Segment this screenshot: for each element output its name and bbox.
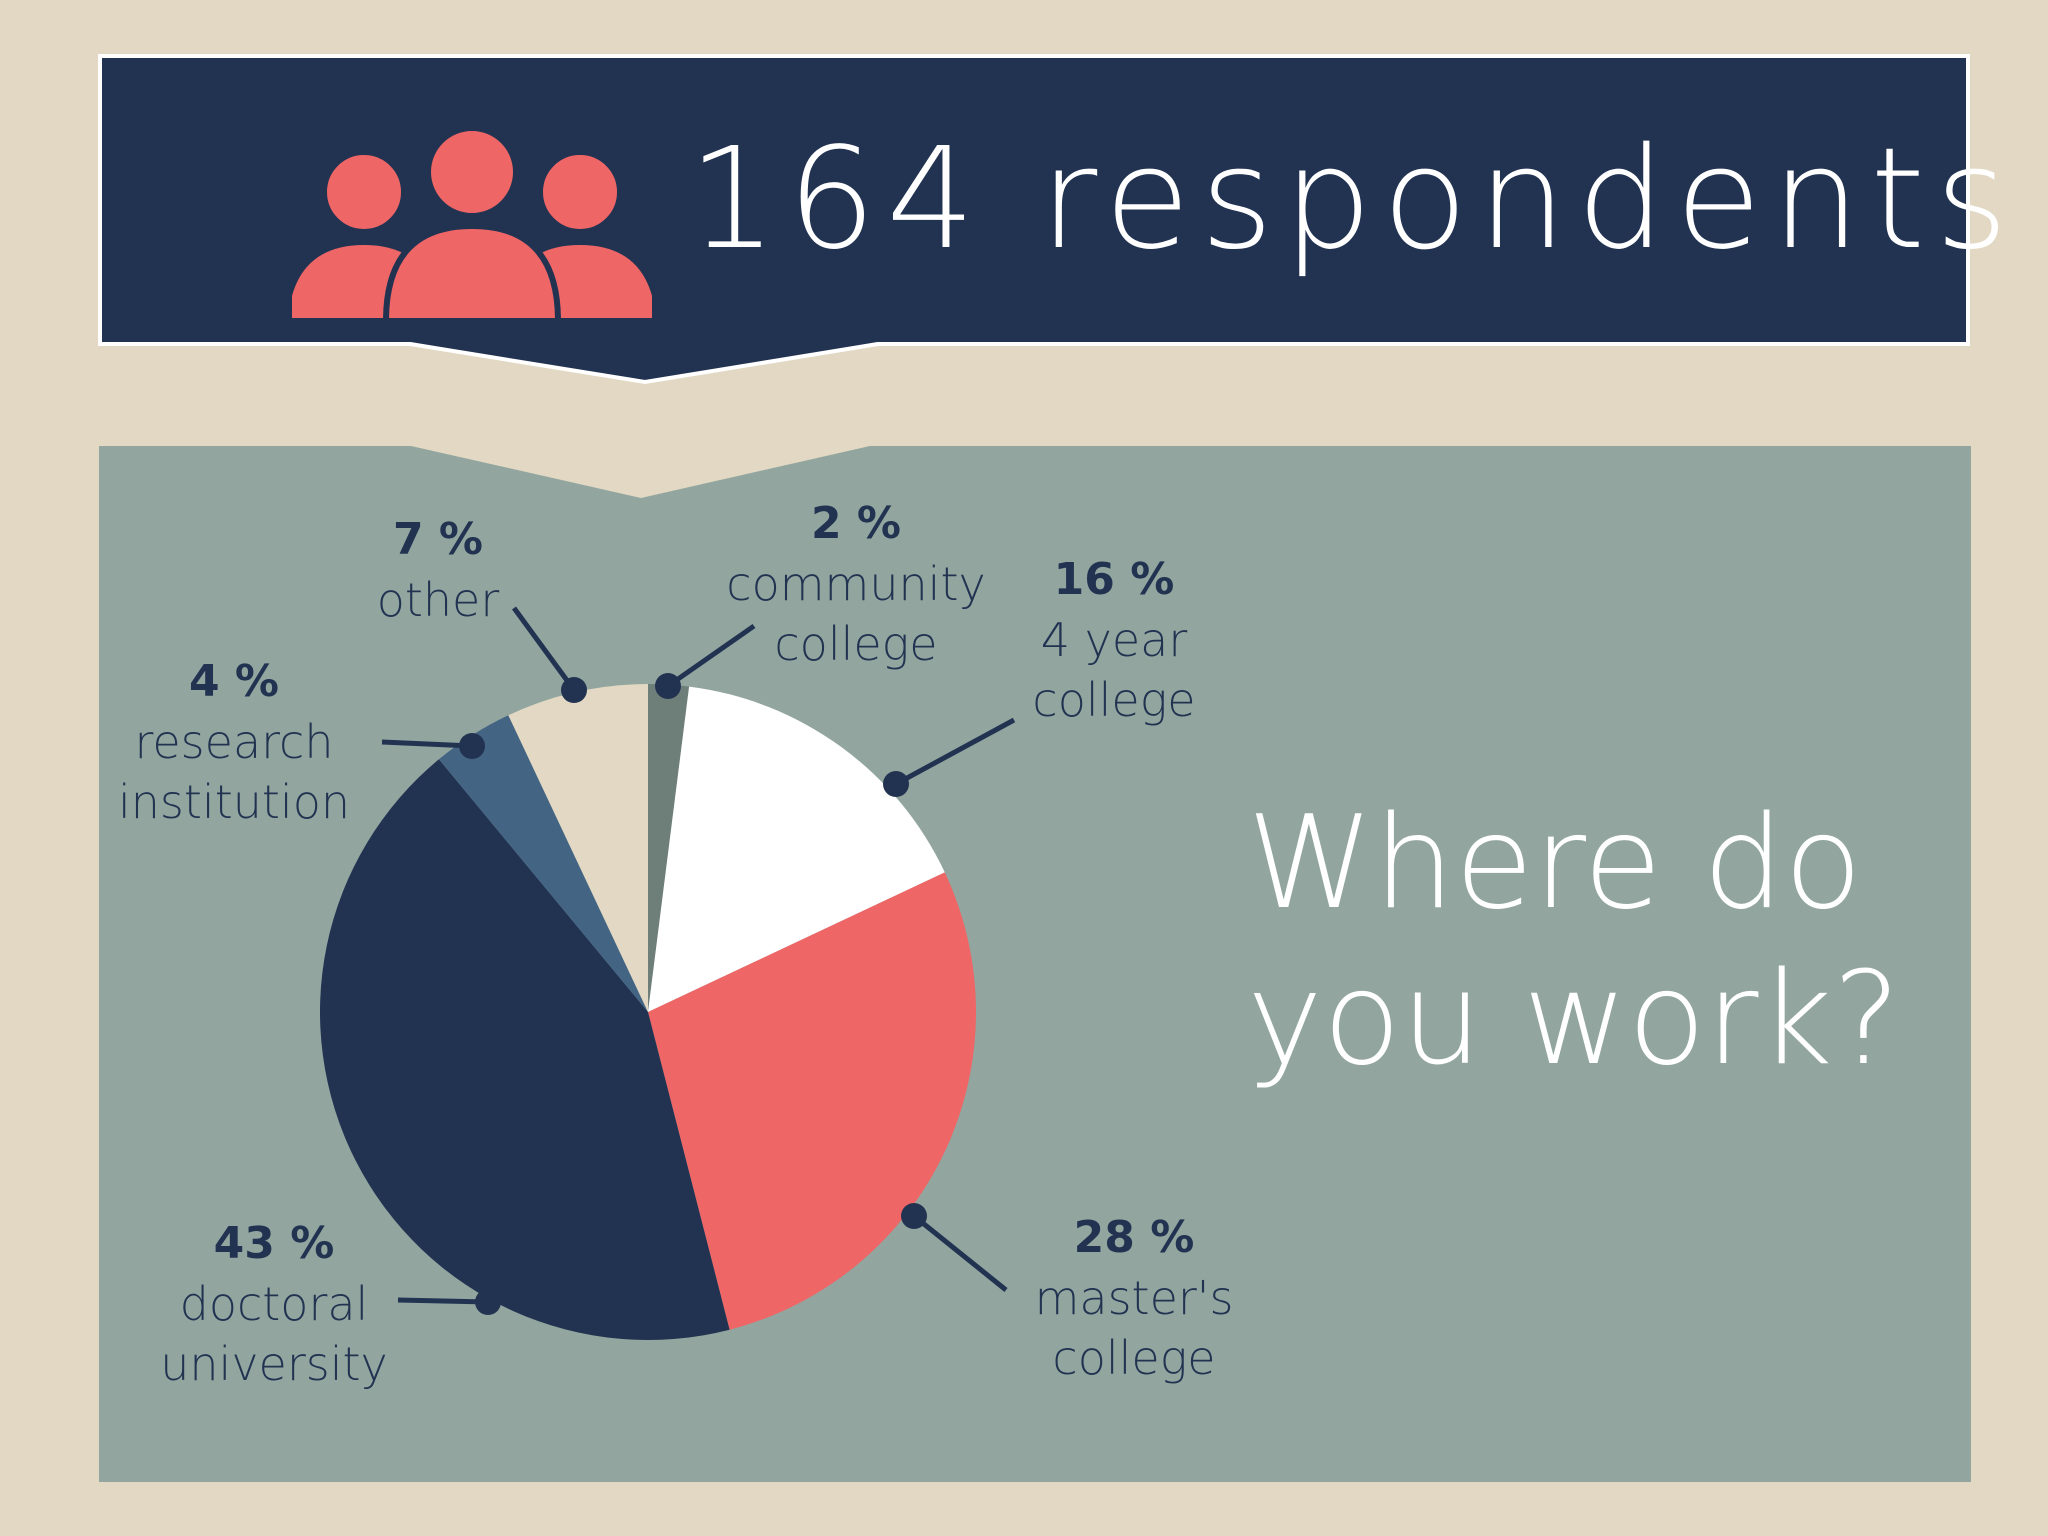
leader-line [511,606,577,692]
chart-panel: Where do you work? [99,446,1971,1482]
leader-line [397,1297,489,1305]
panel-notch [411,446,870,498]
leader-line [894,717,1016,787]
slice-percent: 28 % [1073,1212,1195,1263]
slice-percent: 2 % [810,498,902,549]
slice-label: 16 % 4 year college [1032,550,1195,730]
slice-percent: 7 % [392,514,484,565]
slice-label: 4 % research institution [118,652,350,832]
slice-label: 43 % doctoral university [160,1214,388,1394]
respondents-count-title: 164 respondents [688,118,2019,281]
banner-pointer [409,342,879,385]
slice-label: 7 % other [377,510,500,630]
pie-slice [648,684,690,1012]
slice-percent: 4 % [188,656,280,707]
slice-category: research institution [117,715,351,829]
slice-category: doctoral university [160,1277,388,1391]
leader-dot [475,1289,501,1315]
leader-dot [459,733,485,759]
respondents-banner: 164 respondents [98,54,2008,346]
pie-slice [319,759,730,1340]
people-group-icon [292,125,652,318]
slice-label: 2 % community college [726,494,985,674]
slice-percent: 43 % [213,1218,335,1269]
leader-dot [561,677,587,703]
slice-category: other [376,573,500,627]
slice-category: community college [726,557,986,671]
pie-slice [438,715,648,1012]
pie-slice [508,684,648,1012]
pie-slice [648,686,945,1012]
slice-category: master's college [1034,1271,1234,1385]
slice-percent: 16 % [1053,554,1175,605]
leader-dot [655,673,681,699]
question-heading: Where do you work? [1247,789,1901,1094]
leader-dot [883,771,909,797]
leader-dot [901,1203,927,1229]
leader-line [381,739,473,749]
leader-line [912,1214,1008,1292]
leader-line [666,623,756,689]
slice-category: 4 year college [1032,613,1196,727]
pie-slice [648,872,976,1330]
slice-label: 28 % master's college [1035,1208,1234,1388]
